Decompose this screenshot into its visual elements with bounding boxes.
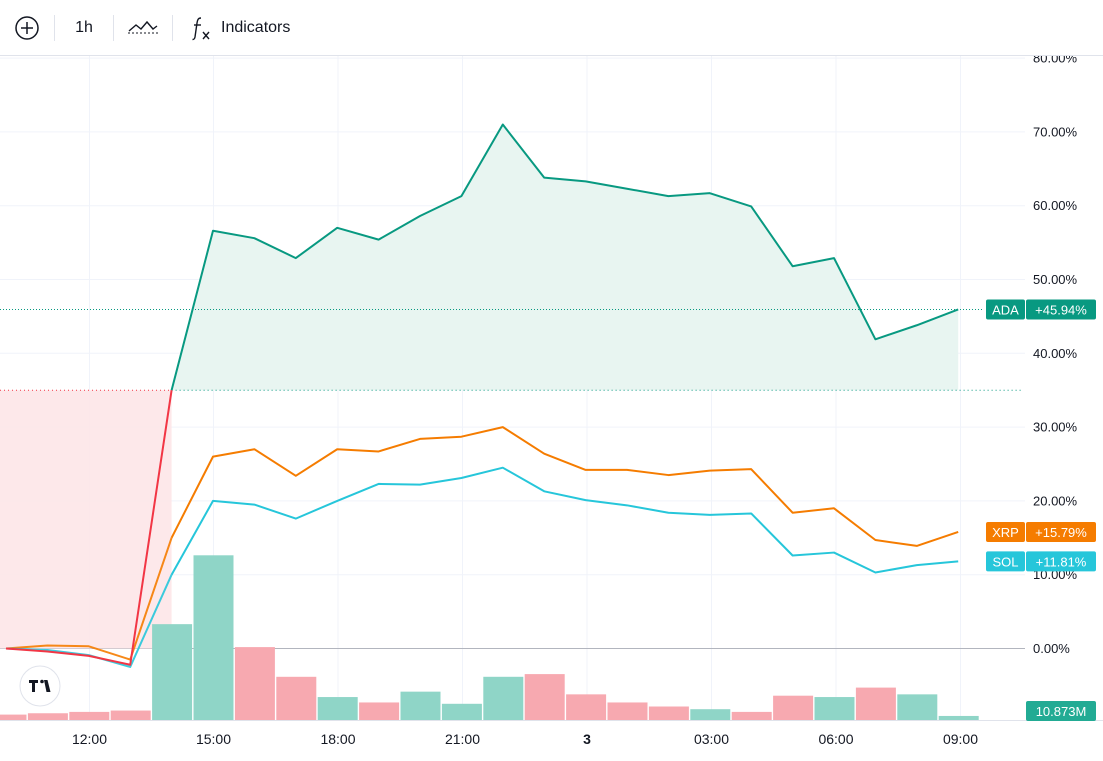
series-value-tag (1026, 551, 1096, 572)
volume-tag: 10.873M (1026, 701, 1096, 721)
y-axis-tick-label: 80.00% (1033, 56, 1078, 66)
series-line-ada (170, 123, 959, 391)
x-axis-tick-label: 3 (583, 731, 591, 747)
y-axis-tick-label: 0.00% (1033, 641, 1070, 656)
series-tag-sol: SOL +11.81% (986, 551, 1096, 572)
series-value-label: +15.79% (1035, 525, 1087, 540)
comparison-chart[interactable]: 80.00%70.00%60.00%50.00%40.00%30.00%20.0… (0, 51, 1103, 756)
x-axis-tick-label: 21:00 (445, 731, 480, 747)
volume-bar (897, 694, 938, 720)
x-axis-tick-label: 12:00 (72, 731, 107, 747)
chart-type-button[interactable] (114, 11, 172, 45)
y-axis-tick-label: 20.00% (1033, 493, 1078, 508)
logo-t (29, 680, 38, 692)
fx-icon (192, 16, 210, 40)
series-value-label: +11.81% (1036, 554, 1087, 569)
toolbar-divider (113, 14, 114, 41)
volume-bar (855, 687, 896, 720)
y-axis-tick-label: 30.00% (1033, 420, 1078, 435)
x-axis-tick-label: 15:00 (196, 731, 231, 747)
series-name-label: SOL (992, 554, 1018, 569)
volume-bar (27, 713, 68, 720)
negative-area-fill (0, 390, 172, 649)
volume-bar (648, 706, 689, 720)
series-tag-ada: ADA +45.94% (986, 299, 1096, 320)
volume-bar (566, 694, 607, 720)
toolbar-divider (172, 14, 173, 41)
logo-dot (40, 679, 44, 684)
y-axis-tick-label: 40.00% (1033, 346, 1078, 361)
series-line-sol (170, 466, 959, 576)
volume-bar (400, 691, 441, 720)
series-name-tag (986, 299, 1025, 320)
indicators-label: Indicators (221, 18, 291, 36)
volume-value-tag (1026, 701, 1096, 721)
volume-bar (814, 697, 855, 720)
volume-value-label: 10.873M (1036, 704, 1087, 719)
series-name-label: ADA (992, 302, 1019, 317)
volume-bar (317, 697, 358, 720)
interval-label: 1h (75, 18, 93, 36)
series-value-tag (1026, 521, 1096, 542)
volume-bar (152, 624, 193, 720)
volume-bar (441, 703, 482, 720)
series-line-xrp (170, 426, 959, 547)
volume-bar (483, 676, 524, 720)
series-name-label: XRP (992, 525, 1019, 540)
series-line-ada-early (5, 390, 173, 666)
add-symbol-button[interactable] (0, 11, 54, 45)
positive-area-fill (171, 124, 959, 391)
volume-bar (731, 711, 772, 720)
volume-bar (524, 674, 565, 720)
volume-bar (276, 676, 317, 720)
x-axis-tick-label: 09:00 (943, 731, 978, 747)
volume-bar (938, 715, 979, 720)
volume-bar (110, 710, 151, 720)
indicators-button[interactable]: Indicators (173, 11, 300, 45)
compare-line-icon (128, 20, 158, 33)
toolbar-divider (54, 14, 55, 41)
volume-bar (234, 647, 275, 720)
series-name-tag (986, 551, 1025, 572)
series-value-tag (1026, 299, 1096, 320)
top-toolbar: 1h Indicators (0, 0, 1103, 56)
volume-bar (0, 714, 27, 720)
y-axis-tick-label: 50.00% (1033, 272, 1078, 287)
y-axis-tick-label: 70.00% (1033, 124, 1078, 139)
volume-bar (359, 702, 400, 720)
volume-bars (0, 555, 979, 720)
y-axis-tick-label: 60.00% (1033, 198, 1078, 213)
volume-bar (773, 695, 814, 720)
series-value-label: +45.94% (1035, 302, 1087, 317)
plus-circle-icon (15, 15, 39, 40)
x-axis-tick-label: 03:00 (694, 731, 729, 747)
volume-bar (607, 702, 648, 720)
interval-button[interactable]: 1h (55, 11, 113, 45)
volume-bar (193, 555, 234, 720)
volume-bar (690, 709, 731, 720)
x-axis-tick-label: 06:00 (818, 731, 853, 747)
series-name-tag (986, 521, 1025, 542)
x-axis-tick-label: 18:00 (320, 731, 355, 747)
tradingview-logo-icon (19, 665, 61, 707)
logo-circle (19, 665, 61, 707)
logo-v (44, 680, 51, 692)
chart-area[interactable]: 80.00% 70.00% 60.00% 50.00% 40.00% 30.00% 20.0… (0, 51, 1103, 756)
series-line-xrp-early (5, 537, 173, 661)
series-tag-xrp: XRP +15.79% (986, 521, 1096, 542)
volume-bar (69, 711, 110, 720)
